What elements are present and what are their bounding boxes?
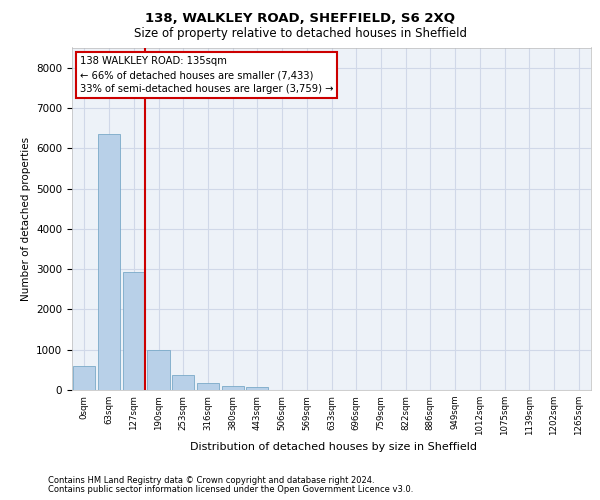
Text: Contains HM Land Registry data © Crown copyright and database right 2024.: Contains HM Land Registry data © Crown c…: [48, 476, 374, 485]
Bar: [148, 350, 170, 390]
Bar: [197, 383, 219, 390]
Bar: [172, 374, 194, 390]
Bar: [246, 387, 268, 390]
Y-axis label: Number of detached properties: Number of detached properties: [20, 136, 31, 301]
Bar: [221, 386, 244, 390]
Text: 138 WALKLEY ROAD: 135sqm
← 66% of detached houses are smaller (7,433)
33% of sem: 138 WALKLEY ROAD: 135sqm ← 66% of detach…: [80, 56, 333, 94]
Text: 138, WALKLEY ROAD, SHEFFIELD, S6 2XQ: 138, WALKLEY ROAD, SHEFFIELD, S6 2XQ: [145, 12, 455, 26]
Text: Distribution of detached houses by size in Sheffield: Distribution of detached houses by size …: [190, 442, 476, 452]
Bar: [98, 134, 120, 390]
Bar: [73, 366, 95, 390]
Bar: [122, 272, 145, 390]
Text: Size of property relative to detached houses in Sheffield: Size of property relative to detached ho…: [133, 28, 467, 40]
Text: Contains public sector information licensed under the Open Government Licence v3: Contains public sector information licen…: [48, 485, 413, 494]
